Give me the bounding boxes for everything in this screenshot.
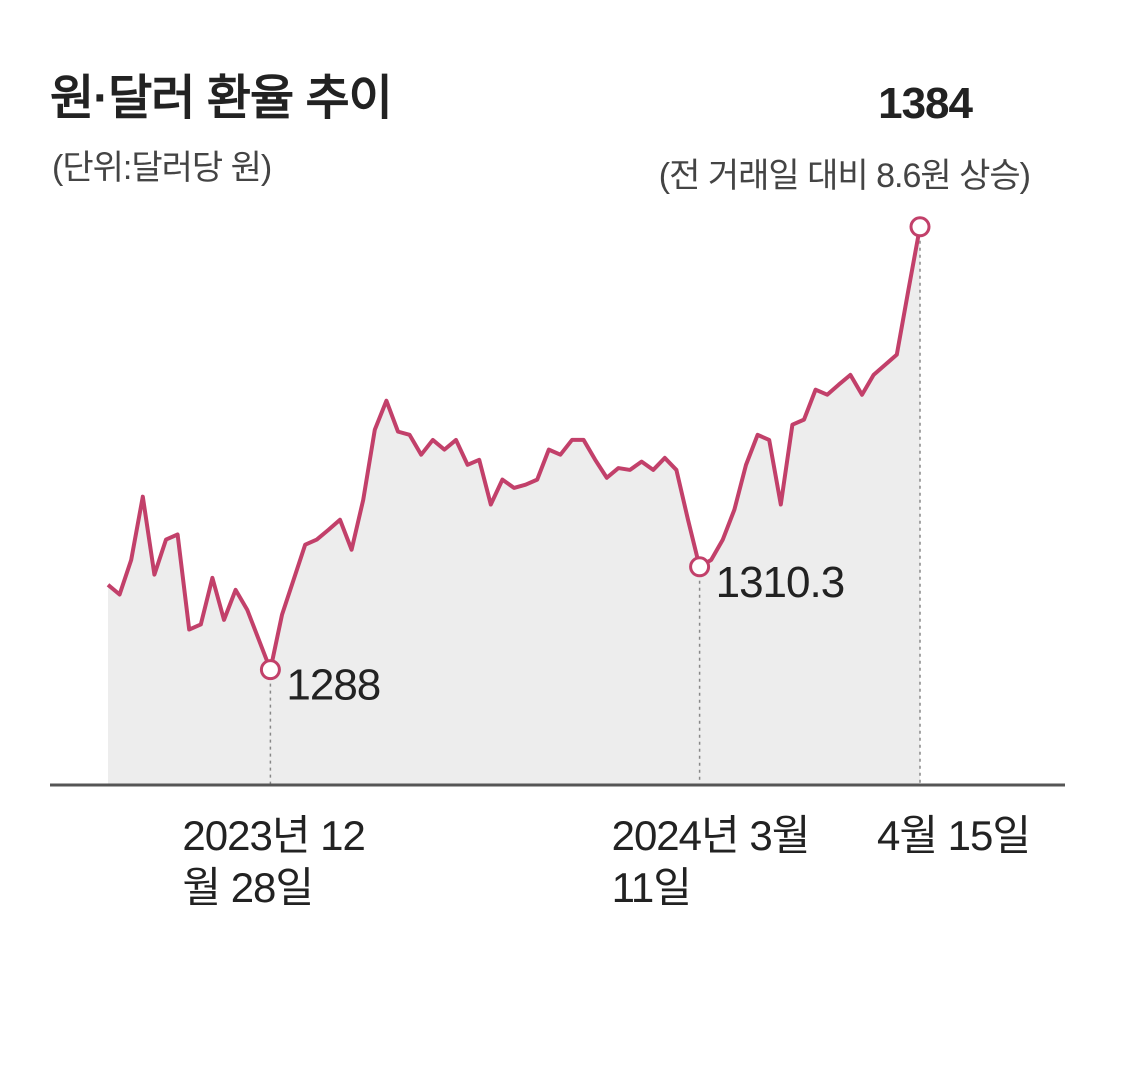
point-marker (259, 659, 281, 681)
point-marker (689, 556, 711, 578)
x-tick-label: 2023년 12월 28일 (182, 812, 365, 911)
line (106, 226, 922, 672)
x-tick-label: 4월 15일 (876, 812, 1031, 859)
value-label: 1310.3 (716, 558, 845, 607)
value-label: 1384 (878, 79, 973, 128)
point-marker (909, 216, 931, 238)
x-tick-label: 2024년 3월 11일 (611, 812, 811, 911)
chart-title: 원·달러 환율 추이 (50, 72, 393, 125)
area (108, 226, 920, 785)
annotation: (전 거래일 대비 8.6원 상승) (658, 157, 1031, 195)
value-label: 1288 (286, 661, 380, 710)
unit-note: (단위:달러당 원) (52, 149, 272, 187)
